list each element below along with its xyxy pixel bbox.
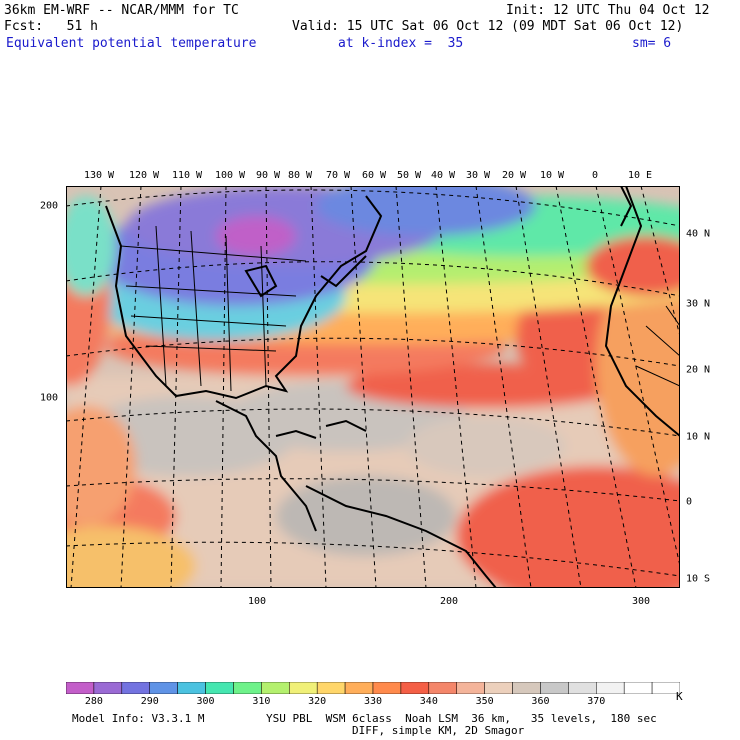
- lon-label: 20 W: [501, 170, 527, 181]
- init-time: Init: 12 UTC Thu 04 Oct 12: [506, 3, 710, 18]
- colorbar-swatch: [93, 682, 123, 694]
- smoothing: sm= 6: [632, 36, 672, 51]
- lon-label: 30 W: [465, 170, 491, 181]
- lon-label: 120 W: [128, 170, 160, 181]
- colorbar-swatch: [289, 682, 318, 694]
- lon-label: 90 W: [255, 170, 281, 181]
- colorbar-swatch: [623, 682, 653, 694]
- colorbar-label: 370: [587, 696, 606, 707]
- lon-label: 130 W: [83, 170, 115, 181]
- grid-x-label-300: 300: [631, 596, 651, 607]
- graticule: [66, 186, 680, 588]
- grid-y-label-200: 200: [40, 200, 59, 212]
- colorbar: [66, 682, 680, 694]
- colorbar-label: 350: [475, 696, 494, 707]
- lat-label: 10 N: [686, 431, 711, 443]
- lon-label: 40 W: [430, 170, 456, 181]
- colorbar-swatch: [512, 682, 541, 694]
- lat-label: 10 S: [686, 573, 711, 585]
- lon-label: 10 W: [539, 170, 565, 181]
- colorbar-label: 340: [419, 696, 438, 707]
- lon-label: 80 W: [287, 170, 313, 181]
- coastlines: [105, 186, 680, 588]
- colorbar-swatch: [372, 682, 402, 694]
- lat-label: 30 N: [686, 298, 711, 310]
- lon-label: 100 W: [214, 170, 246, 181]
- political-boundaries: [120, 225, 680, 392]
- colorbar-swatch: [149, 682, 178, 694]
- grid-x-label-100: 100: [247, 596, 267, 607]
- colorbar-swatch: [456, 682, 485, 694]
- level-index: at k-index = 35: [338, 36, 464, 51]
- colorbar-label: 310: [252, 696, 271, 707]
- forecast-hour: Fcst: 51 h: [4, 19, 98, 34]
- valid-time: Valid: 15 UTC Sat 06 Oct 12 (09 MDT Sat …: [292, 19, 684, 34]
- lon-label: 10 E: [627, 170, 653, 181]
- colorbar-swatch: [66, 682, 95, 694]
- colorbar-swatch: [344, 682, 374, 694]
- lat-label: 0: [686, 496, 693, 508]
- field-name: Equivalent potential temperature: [6, 36, 257, 51]
- colorbar-swatch: [484, 682, 513, 694]
- colorbar-swatch: [233, 682, 262, 694]
- colorbar-swatch: [400, 682, 430, 694]
- colorbar-label: 320: [308, 696, 327, 707]
- lon-label: 0: [591, 170, 599, 181]
- colorbar-swatch: [177, 682, 206, 694]
- diffusion-info: DIFF, simple KM, 2D Smagor: [352, 724, 525, 737]
- colorbar-unit: K: [676, 690, 683, 703]
- lon-label: 60 W: [361, 170, 387, 181]
- theta-e-field: [66, 186, 680, 588]
- colorbar-swatch: [596, 682, 625, 694]
- colorbar-swatch: [261, 682, 290, 694]
- model-info: Model Info: V3.3.1 M: [72, 712, 205, 725]
- physics-info: YSU PBL WSM 6class Noah LSM 36 km, 35 le…: [266, 712, 657, 725]
- lon-label: 110 W: [171, 170, 203, 181]
- lon-label: 50 W: [396, 170, 422, 181]
- colorbar-swatch: [540, 682, 569, 694]
- grid-x-label-200: 200: [439, 596, 459, 607]
- grid-y-label-100: 100: [40, 392, 59, 404]
- colorbar-swatch: [121, 682, 150, 694]
- colorbar-label: 290: [140, 696, 159, 707]
- colorbar-swatch: [205, 682, 234, 694]
- model-title: 36km EM-WRF -- NCAR/MMM for TC: [4, 3, 239, 18]
- colorbar-label: 280: [84, 696, 103, 707]
- colorbar-swatch: [428, 682, 457, 694]
- lat-label: 40 N: [686, 228, 711, 240]
- colorbar-swatch: [568, 682, 597, 694]
- lat-label: 20 N: [686, 364, 711, 376]
- colorbar-label: 360: [531, 696, 550, 707]
- theta-e-map: [66, 186, 680, 588]
- colorbar-swatch: [316, 682, 346, 694]
- lon-label: 70 W: [325, 170, 351, 181]
- colorbar-label: 330: [363, 696, 383, 707]
- colorbar-label: 300: [196, 696, 215, 707]
